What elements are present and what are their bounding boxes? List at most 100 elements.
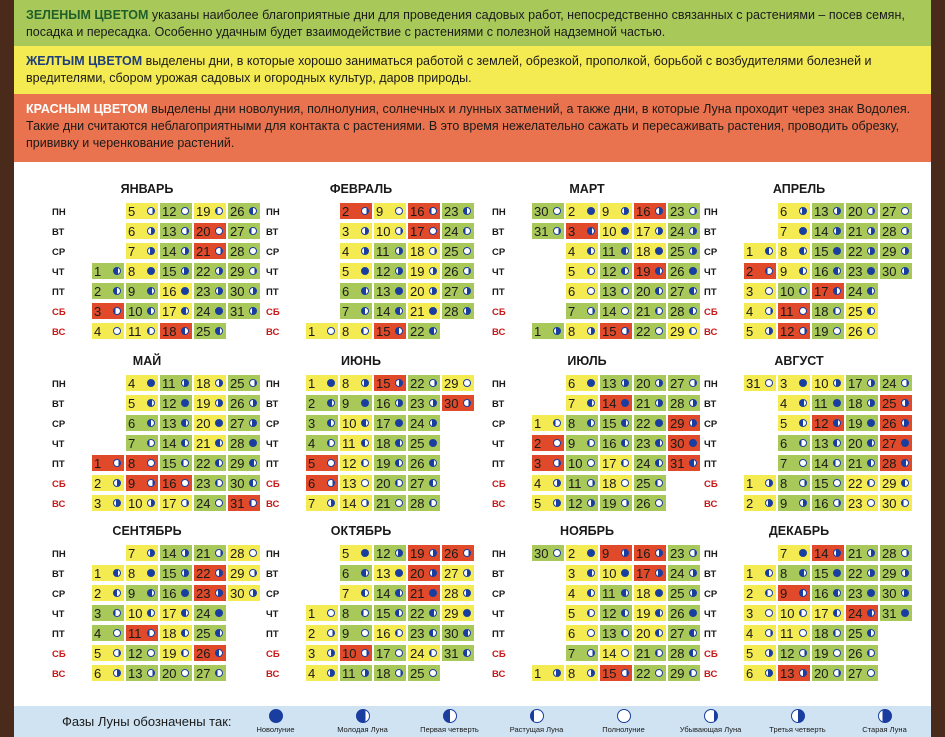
- day-number: 21: [196, 244, 211, 259]
- legend-item-label: Растущая Луна: [509, 725, 564, 734]
- weekday-label: СБ: [492, 649, 506, 660]
- day-number: 11: [128, 324, 142, 339]
- day-number: 13: [602, 376, 617, 391]
- day-number: 9: [128, 476, 136, 491]
- day-cell: 7: [778, 223, 811, 240]
- day-number: 19: [162, 646, 177, 661]
- day-cell: 5: [306, 455, 339, 472]
- day-number: 2: [308, 396, 316, 411]
- day-cell: 19: [634, 605, 667, 622]
- moon-phase-icon: [361, 549, 369, 557]
- moon-phase-icon: [655, 227, 663, 235]
- day-number: 31: [230, 496, 245, 511]
- day-cell: 31: [442, 645, 475, 662]
- moon-phase-icon: [765, 327, 773, 335]
- day-cell: 16: [160, 475, 193, 492]
- day-number: 15: [376, 606, 391, 621]
- day-cell: 18: [160, 323, 193, 340]
- day-cell: 29: [880, 565, 913, 582]
- day-cell: 4: [566, 243, 599, 260]
- day-number: 12: [162, 396, 177, 411]
- day-cell: 3: [566, 565, 599, 582]
- day-number: 10: [602, 224, 617, 239]
- day-number: 13: [162, 224, 177, 239]
- day-number: 1: [534, 666, 542, 681]
- moon-phase-icon: [867, 399, 875, 407]
- day-number: 6: [342, 284, 350, 299]
- day-cell: 17: [600, 455, 633, 472]
- day-cell: 2: [306, 395, 339, 412]
- day-number: 18: [410, 244, 425, 259]
- weekday-label: ПТ: [704, 459, 717, 470]
- weekday-label: ВТ: [704, 569, 717, 580]
- day-number: 19: [636, 606, 651, 621]
- day-number: 11: [128, 626, 142, 641]
- day-cell: 25: [846, 625, 879, 642]
- month-block: МАРТ ПН 30 2 9 16 23 ВТ 31 3 10 17 24 СР 4 11 18 25 ЧТ 5 12 1…: [492, 182, 702, 342]
- day-cell: 3: [92, 605, 125, 622]
- day-number: 1: [308, 324, 316, 339]
- day-number: 28: [882, 224, 897, 239]
- day-cell: 20: [408, 283, 441, 300]
- day-number: 30: [444, 396, 459, 411]
- day-number: 1: [94, 566, 102, 581]
- day-number: 22: [636, 324, 651, 339]
- weekday-label: ПТ: [704, 629, 717, 640]
- moon-phase-icon: [833, 459, 841, 467]
- moon-phase-icon: [429, 549, 437, 557]
- day-cell: 29: [228, 565, 261, 582]
- day-cell: 13: [374, 283, 407, 300]
- day-number: 5: [780, 416, 788, 431]
- day-cell: 5: [532, 495, 565, 512]
- day-cell: 26: [228, 203, 261, 220]
- moon-phase-icon: [361, 287, 369, 295]
- day-cell: 11: [778, 625, 811, 642]
- moon-phase-icon: [765, 589, 773, 597]
- day-number: 20: [636, 376, 651, 391]
- day-number: 21: [848, 546, 863, 561]
- day-number: 30: [534, 546, 549, 561]
- day-number: 15: [162, 456, 177, 471]
- day-cell: 24: [668, 565, 701, 582]
- day-number: 16: [376, 626, 391, 641]
- moon-phase-icon: [249, 207, 257, 215]
- yellow-label: ЖЕЛТЫМ ЦВЕТОМ: [26, 54, 143, 68]
- month-title: ИЮЛЬ: [567, 354, 607, 368]
- day-number: 17: [636, 224, 651, 239]
- day-cell: 13: [600, 625, 633, 642]
- moon-phase-icon: [327, 459, 335, 467]
- day-number: 20: [848, 436, 863, 451]
- moon-phase-icon: [361, 399, 369, 407]
- day-cell: 29: [880, 475, 913, 492]
- moon-phase-icon: [553, 207, 561, 215]
- day-cell: 23: [194, 475, 227, 492]
- moon-phase-icon: [147, 207, 155, 215]
- day-cell: 20: [194, 223, 227, 240]
- moon-phase-icon: [463, 589, 471, 597]
- day-number: 11: [602, 586, 616, 601]
- weekday-label: ВС: [266, 499, 280, 510]
- moon-phase-icon: [799, 267, 807, 275]
- moon-phase-icon: [689, 379, 697, 387]
- moon-phase-icon: [147, 307, 155, 315]
- day-number: 27: [230, 416, 245, 431]
- day-cell: 13: [600, 283, 633, 300]
- weekday-label: ВС: [704, 327, 718, 338]
- day-cell: 21: [634, 303, 667, 320]
- moon-phase-icon: [181, 589, 189, 597]
- day-cell: 8: [566, 665, 599, 682]
- weekday-label: ЧТ: [266, 439, 279, 450]
- moon-phase-icon: [901, 267, 909, 275]
- day-cell: 25: [194, 323, 227, 340]
- day-cell: 5: [566, 605, 599, 622]
- moon-phase-icon: [689, 267, 697, 275]
- day-cell: 18: [846, 395, 879, 412]
- weekday-label: СР: [704, 247, 718, 258]
- moon-phase-icon: [113, 287, 121, 295]
- day-number: 10: [128, 304, 143, 319]
- moon-phase-icon: [249, 589, 257, 597]
- day-cell: 23: [408, 395, 441, 412]
- day-number: 28: [230, 546, 245, 561]
- day-cell: 29: [228, 455, 261, 472]
- yellow-legend-band: ЖЕЛТЫМ ЦВЕТОМ выделены дни, в которые хо…: [14, 46, 931, 94]
